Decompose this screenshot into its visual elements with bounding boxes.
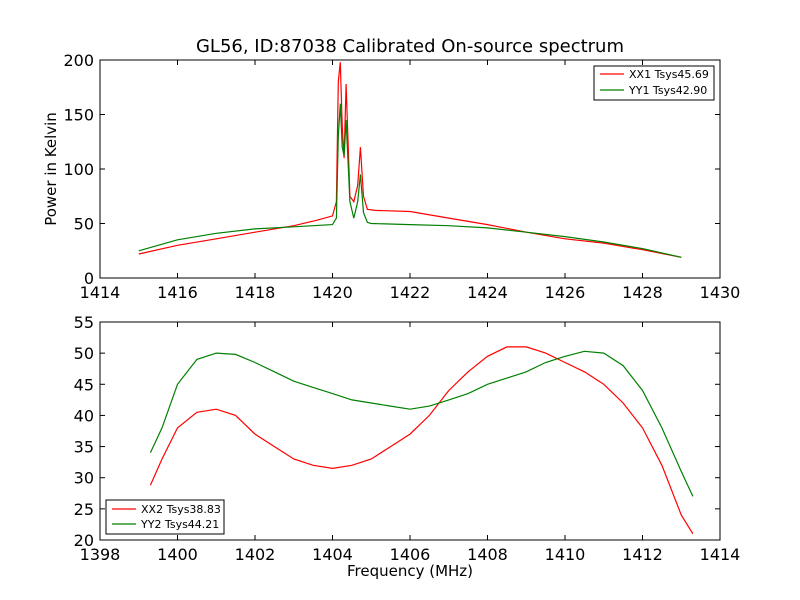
- plot-frame: [99, 59, 721, 279]
- series-line-0: [149, 346, 694, 535]
- y-tick-label: 45: [74, 375, 94, 394]
- series-group: [149, 346, 694, 535]
- y-tick-label: 100: [63, 160, 94, 179]
- y-tick-label: 35: [74, 438, 94, 457]
- y-tick-label: 200: [63, 51, 94, 70]
- legend-label-yy2: YY2 Tsys44.21: [140, 518, 219, 531]
- bottom-panel: Frequency (MHz) 1398 1400 1402 1404 1406 1408…: [74, 313, 741, 580]
- x-axis-title: Frequency (MHz): [347, 562, 473, 580]
- y-tick-label: 0: [84, 269, 94, 288]
- y-tick-label: 55: [74, 313, 94, 332]
- y-tick-label: 20: [74, 531, 94, 550]
- x-tick-label: 1404: [312, 545, 353, 564]
- x-tick-label: 1428: [622, 283, 663, 302]
- legend-box: [593, 65, 715, 101]
- legend-label-yy1: YY1 Tsys42.90: [628, 84, 707, 97]
- legend-box: [105, 499, 225, 535]
- y-tick-label: 30: [74, 469, 94, 488]
- x-tick-label: 1416: [157, 283, 198, 302]
- x-tick-label: 1430: [700, 283, 741, 302]
- x-tick-label: 1422: [390, 283, 431, 302]
- series-line-1: [149, 350, 694, 497]
- x-tick-label: 1418: [235, 283, 276, 302]
- x-tick-label: 1420: [312, 283, 353, 302]
- x-tick-label: 1406: [390, 545, 431, 564]
- x-tick-label: 1398: [80, 545, 121, 564]
- tick-group: 1398 1400 1402 1404 1406 1408 1410 1412 1414 20 25…: [74, 313, 741, 564]
- series-line-1: [138, 103, 682, 258]
- legend-label-xx1: XX1 Tsys45.69: [629, 68, 709, 81]
- x-tick-label: 1424: [467, 283, 508, 302]
- legend: XX1 Tsys45.69 YY1 Tsys42.90: [593, 65, 715, 101]
- y-tick-label: 40: [74, 406, 94, 425]
- y-tick-label: 25: [74, 500, 94, 519]
- y-tick-label: 50: [74, 344, 94, 363]
- x-tick-label: 1412: [622, 545, 663, 564]
- x-tick-label: 1410: [545, 545, 586, 564]
- chart-title: GL56, ID:87038 Calibrated On-source spec…: [196, 36, 624, 57]
- y-axis-title: Power in Kelvin: [42, 112, 60, 226]
- legend-label-xx2: XX2 Tsys38.83: [141, 503, 221, 516]
- plot-frame: [99, 321, 721, 541]
- x-tick-label: 1426: [545, 283, 586, 302]
- tick-group: 1414 1416 1418 1420 1422 1424 1426 1428 1430 0 50 1…: [63, 51, 740, 302]
- y-tick-label: 150: [63, 106, 94, 125]
- series-group: [138, 62, 682, 258]
- x-tick-label: 1400: [157, 545, 198, 564]
- x-tick-label: 1408: [467, 545, 508, 564]
- x-tick-label: 1414: [700, 545, 741, 564]
- series-line-0: [138, 62, 682, 258]
- x-tick-label: 1414: [80, 283, 121, 302]
- x-tick-label: 1402: [235, 545, 276, 564]
- y-tick-label: 50: [74, 215, 94, 234]
- legend: XX2 Tsys38.83 YY2 Tsys44.21: [105, 499, 225, 535]
- top-panel: GL56, ID:87038 Calibrated On-source spec…: [42, 36, 740, 302]
